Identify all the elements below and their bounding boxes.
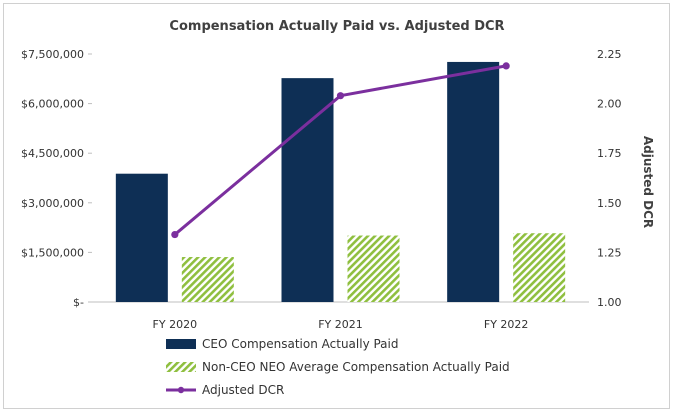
chart-frame: Compensation Actually Paid vs. Adjusted …	[3, 3, 670, 409]
legend-label-non-ceo: Non-CEO NEO Average Compensation Actuall…	[202, 360, 510, 374]
point-adjusted-dcr-fy-2020	[171, 230, 179, 239]
left-tick-label: $1,500,000	[21, 246, 84, 259]
legend-label-ceo: CEO Compensation Actually Paid	[202, 337, 399, 351]
bar-non-ceo-fy-2020	[181, 257, 234, 302]
left-tick-label: $-	[73, 296, 84, 309]
bars-group	[115, 61, 566, 302]
right-tick-label: 1.25	[597, 246, 622, 259]
right-tick-label: 2.25	[597, 48, 622, 61]
point-adjusted-dcr-fy-2021	[336, 92, 345, 100]
right-tick-label: 1.75	[597, 147, 622, 160]
combo-chart: Compensation Actually Paid vs. Adjusted …	[21, 19, 655, 397]
right-tick-label: 2.00	[597, 98, 622, 111]
bar-ceo-fy-2020	[115, 173, 168, 302]
left-axis-ticks: $- $1,500,000 $3,000,000 $4,500,000 $6,000,0…	[21, 48, 92, 309]
legend-label-dcr: Adjusted DCR	[202, 383, 284, 397]
x-tick-label: FY 2021	[318, 318, 363, 331]
left-tick-label: $7,500,000	[21, 48, 84, 61]
bar-ceo-fy-2021	[281, 78, 334, 302]
right-axis-title: Adjusted DCR	[641, 136, 655, 228]
chart-title: Compensation Actually Paid vs. Adjusted …	[169, 19, 504, 34]
line-series-group	[171, 62, 510, 239]
left-tick-label: $3,000,000	[21, 197, 84, 210]
x-tick-label: FY 2022	[484, 318, 529, 331]
bar-ceo-fy-2022	[447, 61, 500, 302]
left-tick-label: $4,500,000	[21, 147, 84, 160]
right-axis-ticks: 1.00 1.25 1.50 1.75 2.00 2.25	[597, 48, 622, 309]
right-tick-label: 1.50	[597, 197, 622, 210]
x-axis-labels: FY 2020 FY 2021 FY 2022	[153, 318, 529, 331]
right-tick-label: 1.00	[597, 296, 622, 309]
bar-non-ceo-fy-2022	[513, 233, 566, 302]
legend-swatch-ceo	[166, 339, 196, 349]
legend: CEO Compensation Actually Paid Non-CEO N…	[166, 337, 510, 397]
bar-non-ceo-fy-2021	[347, 235, 400, 302]
point-adjusted-dcr-fy-2022	[502, 62, 510, 70]
left-tick-label: $6,000,000	[21, 98, 84, 111]
legend-marker-dcr	[177, 386, 185, 394]
legend-swatch-non-ceo	[166, 362, 196, 372]
x-tick-label: FY 2020	[153, 318, 198, 331]
